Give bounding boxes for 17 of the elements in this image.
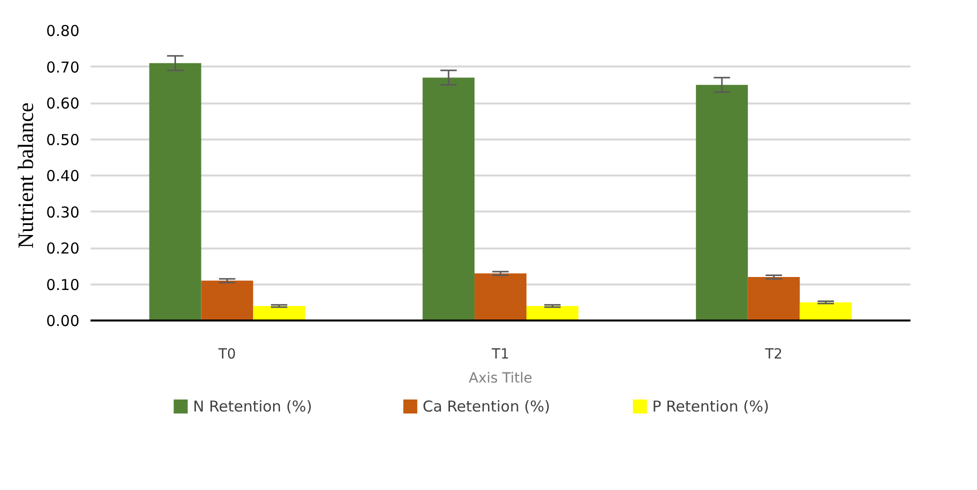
legend-label: Ca Retention (%) bbox=[422, 398, 550, 416]
y-tick-label: 0.80 bbox=[46, 22, 80, 40]
y-tick-label: 0.50 bbox=[46, 130, 80, 149]
y-tick-label: 0.60 bbox=[46, 94, 80, 112]
y-tick-label: 0.30 bbox=[46, 203, 80, 222]
y-tick-label: 0.40 bbox=[46, 167, 80, 185]
x-axis-title: Axis Title bbox=[468, 370, 532, 386]
y-tick-label: 0.20 bbox=[46, 240, 80, 258]
y-tick-label: 0.70 bbox=[46, 58, 80, 76]
x-tick-label: T1 bbox=[490, 346, 510, 362]
x-tick-label: T0 bbox=[217, 346, 236, 362]
y-tick-label: 0.00 bbox=[46, 312, 80, 330]
y-tick-label: 0.10 bbox=[46, 276, 80, 294]
legend-label: P Retention (%) bbox=[652, 398, 770, 416]
x-tick-label: T2 bbox=[764, 346, 783, 362]
y-axis-title: Nutrient balance bbox=[13, 102, 38, 248]
legend-label: N Retention (%) bbox=[193, 398, 312, 416]
